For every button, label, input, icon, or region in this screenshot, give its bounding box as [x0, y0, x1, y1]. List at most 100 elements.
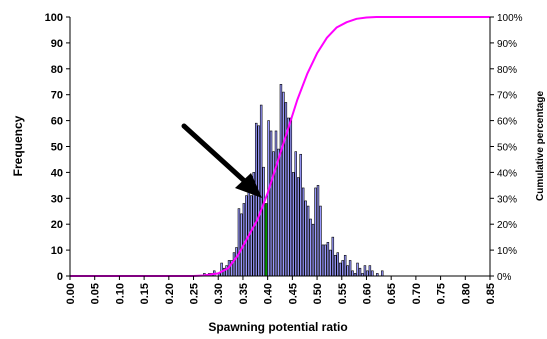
histogram-bar: [351, 270, 354, 277]
annotation-layer: [181, 123, 262, 198]
histogram-bar: [292, 172, 295, 277]
x-tick-label: 0.60: [361, 283, 373, 304]
histogram-bar: [232, 252, 236, 277]
y-tick-label: 70: [51, 90, 63, 102]
y2-tick-label: 60%: [497, 117, 517, 128]
x-tick-label: 0.00: [65, 283, 77, 304]
cumulative-layer: [70, 16, 490, 277]
histogram-bar: [262, 166, 265, 277]
histogram-bar: [237, 208, 241, 277]
y2-tick-label: 100%: [497, 13, 523, 24]
histogram-bar: [282, 91, 285, 277]
histogram-bar: [343, 254, 347, 277]
histogram-bar: [314, 187, 317, 277]
histogram-bar: [267, 120, 270, 277]
y-tick-label: 20: [51, 219, 63, 231]
y-tick-label: 80: [51, 64, 63, 76]
x-tick-label: 0.25: [189, 283, 201, 304]
histogram-bar: [294, 151, 297, 277]
x-tick-label: 0.55: [337, 283, 349, 304]
histogram-bar: [336, 252, 339, 277]
y2-tick-label: 0%: [497, 272, 512, 283]
histogram-bar: [368, 265, 372, 277]
histogram-bar: [304, 200, 307, 277]
x-tick-label: 0.45: [287, 283, 299, 304]
x-tick-label: 0.50: [312, 283, 324, 304]
y2-tick-label: 70%: [497, 91, 517, 102]
histogram-bar: [284, 102, 288, 277]
histogram-bar: [279, 84, 283, 277]
y2-axis-label: Cumulative percentage: [535, 91, 546, 201]
histogram-bar: [274, 130, 278, 277]
x-tick-label: 0.80: [460, 283, 472, 304]
x-tick-label: 0.40: [263, 283, 275, 304]
bars-layer: [203, 84, 384, 277]
y2-tick-label: 20%: [497, 220, 517, 231]
y-tick-label: 90: [51, 38, 63, 50]
x-axis-label: Spawning potential ratio: [208, 320, 347, 334]
histogram-bar: [269, 130, 273, 277]
histogram-bar: [329, 249, 332, 277]
histogram-bar: [242, 203, 246, 277]
y-tick-label: 10: [51, 245, 63, 257]
histogram-bar: [240, 213, 243, 277]
y2-tick-label: 40%: [497, 168, 517, 179]
y2-tick-label: 80%: [497, 65, 517, 76]
x-tick-label: 0.75: [436, 283, 448, 304]
histogram-bar: [319, 205, 322, 277]
y2-tick-label: 90%: [497, 39, 517, 50]
histogram-bar: [326, 242, 330, 277]
histogram-bar: [348, 260, 352, 277]
histogram-bar: [289, 117, 293, 277]
x-tick-label: 0.85: [485, 283, 497, 304]
histogram-bar: [363, 265, 367, 277]
y2-tick-label: 10%: [497, 246, 517, 257]
y-tick-label: 0: [57, 271, 63, 283]
histogram-bar: [334, 254, 337, 277]
histogram-bar: [250, 195, 253, 277]
histogram-bar: [309, 218, 312, 277]
histogram-bar: [299, 153, 302, 277]
histogram-bar: [371, 270, 374, 277]
histogram-bar: [220, 262, 223, 277]
histogram-bar: [235, 247, 238, 277]
x-tick-label: 0.15: [139, 283, 151, 304]
y-axis-label: Frequency: [11, 115, 25, 176]
x-tick-label: 0.05: [90, 283, 102, 304]
histogram-bar: [331, 236, 335, 277]
y2-tick-label: 30%: [497, 194, 517, 205]
y-tick-label: 30: [51, 193, 63, 205]
histogram-bar: [324, 244, 327, 277]
x-tick-label: 0.70: [411, 283, 423, 304]
highlighted-bar: [264, 203, 268, 277]
histogram-bar: [358, 267, 362, 277]
pointer-arrow-head: [235, 173, 262, 198]
histogram-bar: [306, 205, 310, 277]
pointer-arrow-shaft: [181, 123, 253, 189]
x-tick-label: 0.20: [164, 283, 176, 304]
y-tick-label: 50: [51, 142, 63, 154]
histogram-bar: [254, 122, 258, 277]
histogram-bar: [356, 262, 359, 277]
axes-layer: 0 10 20 30 40 50 60 70 80 90 100 0% 10% 20% 30% 40% 50% 6…: [45, 12, 523, 304]
x-tick-label: 0.10: [114, 283, 126, 304]
y-tick-label: 100: [45, 12, 63, 24]
histogram-bar: [296, 177, 300, 277]
histogram-bar: [225, 265, 228, 277]
y2-tick-label: 50%: [497, 143, 517, 154]
histogram-bar: [341, 260, 344, 277]
x-tick-label: 0.30: [213, 283, 225, 304]
y-tick-label: 40: [51, 167, 63, 179]
histogram-bar: [316, 185, 320, 277]
histogram-bar: [380, 270, 384, 277]
histogram-bar: [346, 265, 349, 277]
histogram-bar: [287, 117, 290, 277]
histogram-bar: [311, 223, 315, 277]
histogram-bar: [245, 195, 248, 277]
histogram-bar: [259, 104, 263, 277]
histogram-bar: [301, 187, 305, 277]
histogram-bar: [277, 148, 280, 277]
y-tick-label: 60: [51, 116, 63, 128]
histogram-bar: [338, 262, 342, 277]
